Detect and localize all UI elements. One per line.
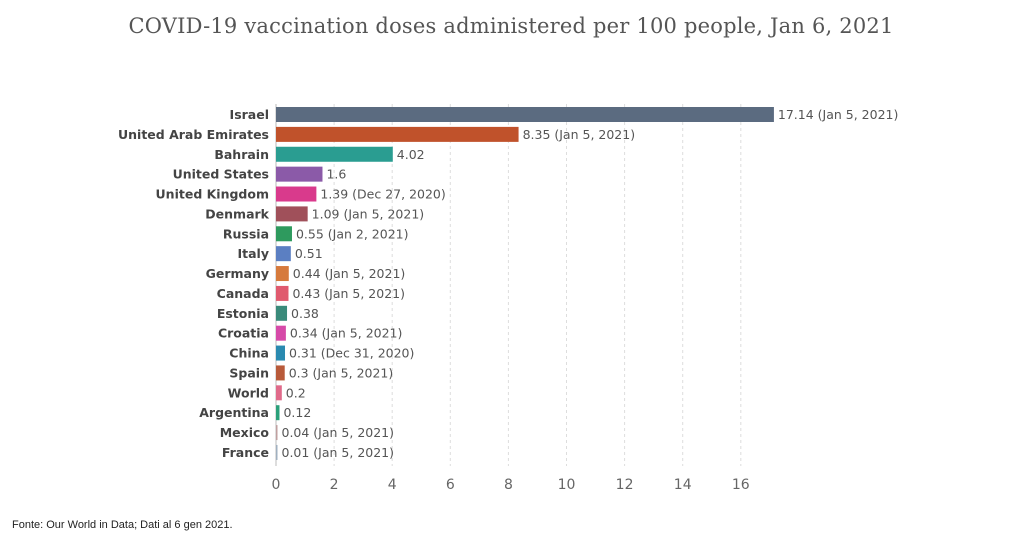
bar — [276, 226, 292, 242]
category-label: United Kingdom — [156, 187, 269, 202]
value-label: 0.01 (Jan 5, 2021) — [282, 445, 395, 460]
x-tick-label: 14 — [674, 477, 692, 493]
source-note: Fonte: Our World in Data; Dati al 6 gen … — [12, 519, 233, 531]
value-labels: 17.14 (Jan 5, 2021) 8.35 (Jan 5, 2021) 4.0… — [282, 107, 899, 460]
bar — [276, 365, 285, 381]
bar — [276, 186, 317, 202]
value-label: 0.43 (Jan 5, 2021) — [292, 286, 405, 301]
grid-lines — [275, 104, 742, 466]
category-label: Canada — [217, 286, 269, 301]
category-label: Russia — [223, 226, 269, 241]
value-label: 0.44 (Jan 5, 2021) — [293, 266, 406, 281]
x-tick-label: 16 — [732, 477, 750, 493]
category-label: United Arab Emirates — [118, 127, 269, 142]
bar — [276, 285, 289, 301]
category-label: Mexico — [220, 425, 270, 440]
bar — [276, 444, 278, 460]
bar — [276, 345, 286, 361]
x-tick-label: 12 — [616, 477, 634, 493]
category-label: Croatia — [218, 326, 269, 341]
category-label: Spain — [229, 365, 269, 380]
value-label: 0.2 — [286, 385, 306, 400]
bar — [276, 246, 291, 262]
bars — [276, 107, 774, 460]
x-axis-ticks: 0 2 4 6 8 10 12 14 16 — [272, 477, 750, 493]
x-tick-label: 6 — [446, 477, 455, 493]
value-label: 1.09 (Jan 5, 2021) — [312, 206, 425, 221]
category-label: China — [229, 346, 269, 361]
bar — [276, 325, 286, 341]
category-label: Germany — [206, 266, 269, 281]
x-tick-label: 10 — [558, 477, 576, 493]
bar — [276, 425, 278, 441]
bar — [276, 146, 393, 162]
category-label: Bahrain — [214, 147, 269, 162]
category-label: Israel — [230, 107, 269, 122]
category-label: Argentina — [199, 405, 269, 420]
category-label: Estonia — [217, 306, 269, 321]
x-tick-label: 8 — [504, 477, 513, 493]
category-label: France — [222, 445, 269, 460]
value-label: 0.12 — [283, 405, 311, 420]
x-tick-label: 4 — [388, 477, 397, 493]
value-label: 0.55 (Jan 2, 2021) — [296, 226, 409, 241]
category-label: United States — [173, 167, 269, 182]
value-label: 1.39 (Dec 27, 2020) — [320, 187, 445, 202]
category-labels: Israel United Arab Emirates Bahrain United … — [118, 107, 270, 460]
x-tick-label: 0 — [272, 477, 281, 493]
category-label: Denmark — [205, 206, 269, 221]
bar — [276, 126, 519, 142]
value-label: 4.02 — [397, 147, 425, 162]
value-label: 0.34 (Jan 5, 2021) — [290, 326, 403, 341]
bar — [276, 206, 308, 222]
bar — [276, 385, 282, 401]
category-label: World — [228, 385, 269, 400]
bar-chart: Israel United Arab Emirates Bahrain United … — [118, 104, 899, 493]
value-label: 1.6 — [326, 167, 346, 182]
bar — [276, 405, 280, 421]
bar — [276, 266, 289, 282]
value-label: 0.51 — [295, 246, 323, 261]
bar — [276, 107, 774, 122]
bar — [276, 166, 323, 182]
value-label: 0.3 (Jan 5, 2021) — [289, 365, 394, 380]
value-label: 0.31 (Dec 31, 2020) — [289, 346, 414, 361]
value-label: 8.35 (Jan 5, 2021) — [523, 127, 636, 142]
chart-title: COVID-19 vaccination doses administered … — [128, 14, 894, 38]
category-label: Italy — [238, 246, 270, 261]
value-label: 17.14 (Jan 5, 2021) — [778, 107, 898, 122]
value-label: 0.38 — [291, 306, 319, 321]
x-tick-label: 2 — [330, 477, 339, 493]
bar — [276, 305, 288, 321]
value-label: 0.04 (Jan 5, 2021) — [282, 425, 395, 440]
